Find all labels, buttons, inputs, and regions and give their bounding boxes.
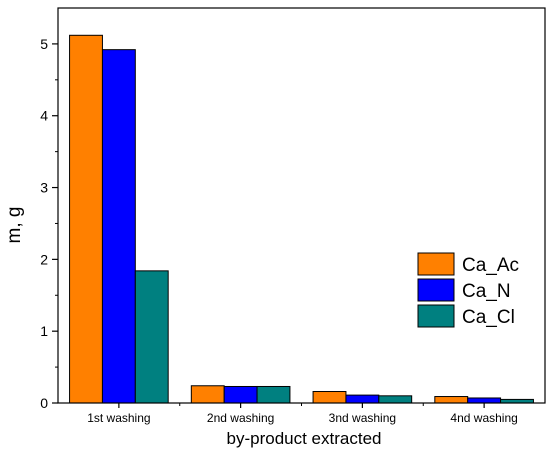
x-tick-label: 4nd washing: [450, 411, 517, 425]
bar-ca-cl-3: [378, 395, 413, 404]
legend-swatch-ca-ac: [417, 252, 455, 276]
bar-ca-cl-1: [134, 270, 169, 404]
x-axis-ticks: 1st washing 2nd washing 3nd washing 4nd was…: [87, 403, 518, 425]
bar-ca-ac-4: [434, 396, 469, 404]
legend-swatch-ca-n: [417, 278, 455, 302]
legend-swatch-ca-cl: [417, 304, 455, 328]
bar-ca-n-3: [345, 394, 380, 404]
y-tick-label: 0: [40, 395, 48, 411]
bar-ca-ac-3: [312, 391, 347, 404]
legend: Ca_Ac Ca_N Ca_Cl: [417, 252, 519, 328]
x-tick-label: 2nd washing: [207, 411, 274, 425]
x-axis-title: by-product extracted: [227, 429, 382, 448]
bar-ca-cl-2: [256, 385, 291, 404]
plot-frame: [57, 7, 546, 404]
legend-label-ca-cl: Ca_Cl: [462, 307, 515, 328]
y-tick-label: 3: [40, 180, 48, 196]
x-tick-label: 3nd washing: [329, 411, 396, 425]
bars-group: [69, 34, 534, 404]
y-tick-label: 2: [40, 251, 48, 267]
bar-ca-n-1: [101, 49, 136, 404]
bar-ca-ac-1: [69, 34, 103, 404]
legend-label-ca-ac: Ca_Ac: [462, 255, 519, 276]
y-axis-title: m, g: [4, 207, 25, 244]
y-tick-label: 1: [40, 323, 48, 339]
bar-ca-ac-2: [190, 385, 225, 404]
y-tick-label: 5: [40, 36, 48, 52]
bar-ca-n-4: [467, 397, 502, 404]
y-tick-label: 4: [40, 108, 48, 124]
x-tick-label: 1st washing: [87, 411, 150, 425]
legend-label-ca-n: Ca_N: [462, 281, 511, 302]
y-axis-ticks: 0 1 2 3 4 5: [40, 36, 58, 411]
bar-ca-n-2: [223, 385, 258, 404]
